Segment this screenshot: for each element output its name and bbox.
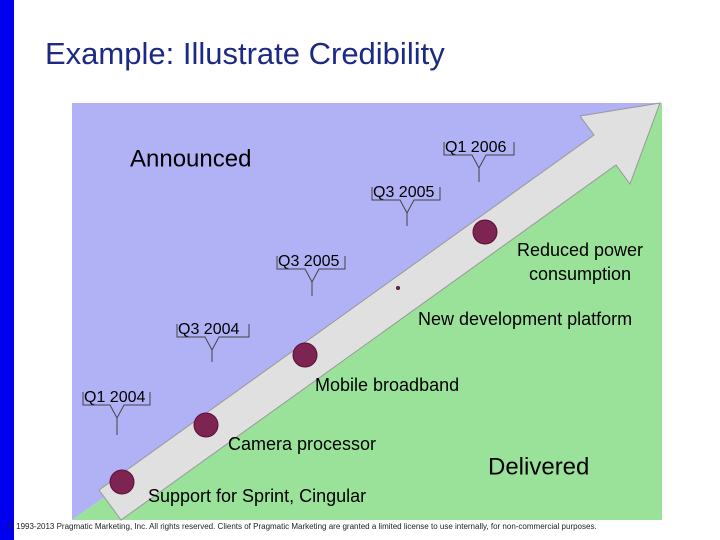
- milestone-box: Reduced power consumption: [516, 240, 644, 284]
- bracket: [276, 256, 346, 296]
- date: Q1 2006: [445, 139, 506, 156]
- milestone: Reduced power consumption: [516, 240, 644, 284]
- date: Q3 2005: [373, 184, 434, 201]
- bracket: [371, 187, 441, 226]
- dot: [109, 469, 135, 495]
- milestone: New development platform: [418, 309, 632, 329]
- milestone: Mobile broadband: [315, 375, 459, 395]
- bracket: [82, 392, 151, 435]
- milestone: Camera processor: [228, 434, 376, 454]
- dot: [472, 219, 498, 245]
- callout-brackets: [82, 142, 515, 435]
- dot: [292, 342, 318, 368]
- bracket: [176, 324, 250, 362]
- milestone: Support for Sprint, Cingular: [148, 486, 366, 506]
- date: Q3 2004: [178, 321, 239, 338]
- announced-label: Announced: [130, 145, 251, 172]
- date: Q3 2005: [278, 253, 339, 270]
- dot: [193, 412, 219, 438]
- date: Q1 2004: [84, 389, 145, 406]
- footer: © 1993-2013 Pragmatic Marketing, Inc. Al…: [8, 522, 597, 531]
- delivered-label: Delivered: [488, 453, 589, 480]
- side-bar: [0, 0, 14, 540]
- dot: [396, 286, 400, 290]
- bracket: [443, 142, 515, 182]
- title: Example: Illustrate Credibility: [45, 36, 445, 71]
- milestone-dots: [109, 219, 498, 495]
- timeline-arrow: [98, 102, 661, 521]
